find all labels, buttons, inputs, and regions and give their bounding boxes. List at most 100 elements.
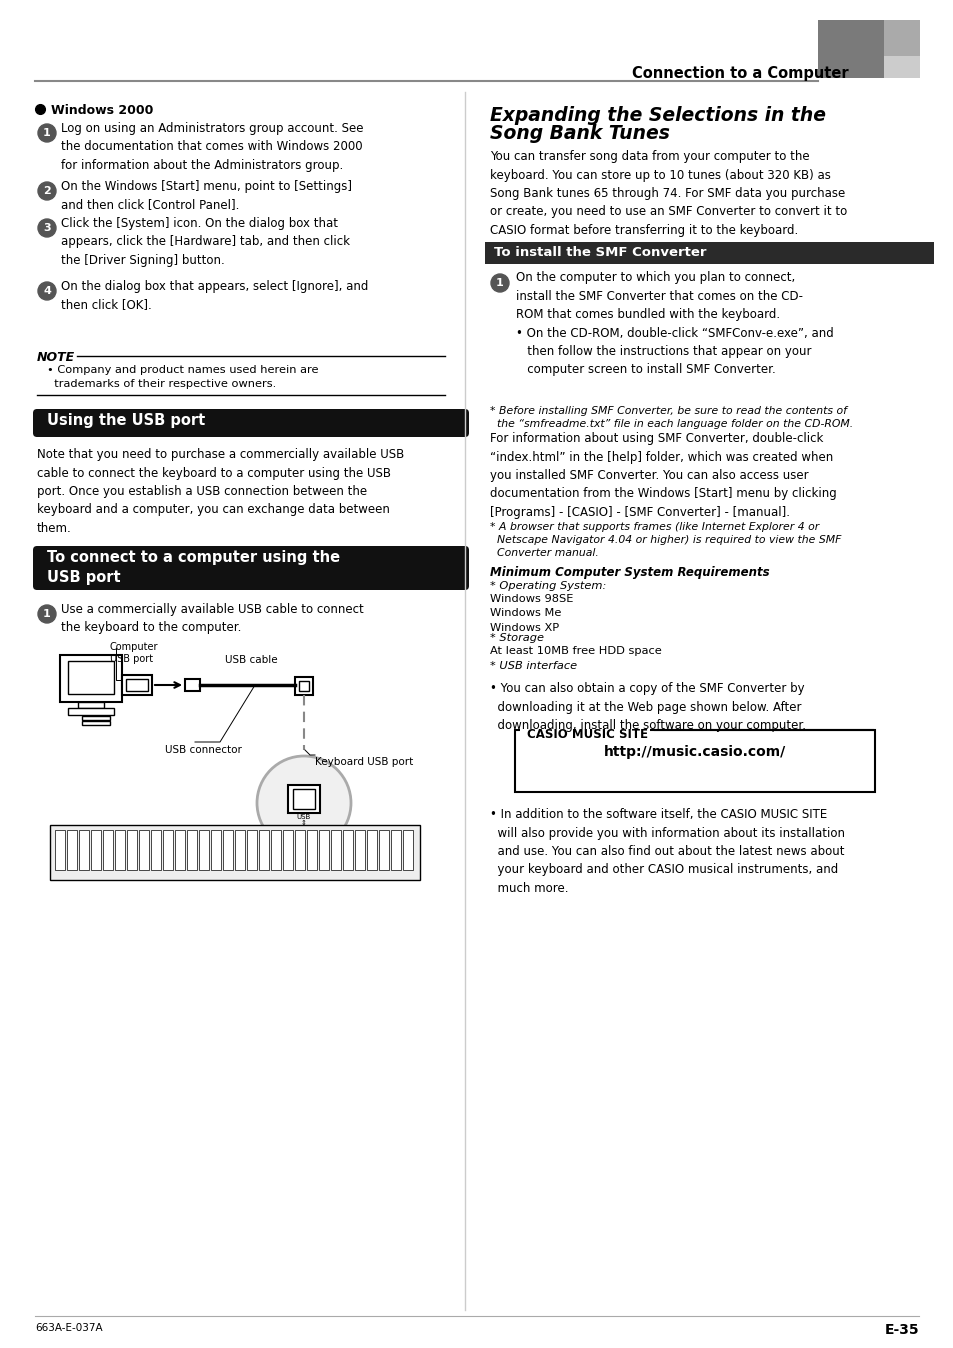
Bar [343,830,353,869]
Bar [82,716,110,720]
Text: USB cable: USB cable [225,655,277,665]
Text: For information about using SMF Converter, double-click
“index.html” in the [hel: For information about using SMF Converte… [490,431,836,519]
Text: Expanding the Selections in the: Expanding the Selections in the [490,106,825,125]
Bar [185,679,200,692]
Bar [211,830,221,869]
Text: To connect to a computer using the
USB port: To connect to a computer using the USB p… [47,550,340,585]
Text: * Operating System:: * Operating System: [490,581,606,590]
Text: You can transfer song data from your computer to the
keyboard. You can store up : You can transfer song data from your com… [490,150,846,237]
Bar [484,243,933,264]
Text: Connection to a Computer: Connection to a Computer [631,66,848,81]
Text: * Storage: * Storage [490,634,543,643]
Bar [288,785,319,813]
Text: E-35: E-35 [883,1322,918,1337]
Text: http://music.casio.com/: http://music.casio.com/ [603,745,785,759]
Bar [402,830,413,869]
FancyBboxPatch shape [33,408,469,437]
Bar [519,728,649,732]
Bar [223,830,233,869]
Bar [367,830,376,869]
Bar [817,20,883,78]
Text: USB: USB [296,814,311,820]
Text: On the computer to which you plan to connect,
install the SMF Converter that com: On the computer to which you plan to con… [516,271,833,376]
Bar [515,731,874,793]
Bar [50,825,419,880]
Bar [298,681,309,692]
Bar [67,830,77,869]
Text: Use a commercially available USB cable to connect
the keyboard to the computer.: Use a commercially available USB cable t… [61,603,363,635]
Bar [293,789,314,809]
Circle shape [38,605,56,623]
Circle shape [256,756,351,851]
Bar [318,830,329,869]
Text: 4: 4 [43,286,51,297]
Text: 663A-E-037A: 663A-E-037A [35,1322,103,1333]
Bar [68,661,113,694]
Bar [294,677,313,696]
Text: Note that you need to purchase a commercially available USB
cable to connect the: Note that you need to purchase a commerc… [37,448,404,535]
Circle shape [38,182,56,200]
Bar [126,679,148,692]
Text: • Company and product names used herein are
  trademarks of their respective own: • Company and product names used herein … [47,365,318,390]
Text: Computer
USB port: Computer USB port [110,642,158,665]
Circle shape [491,274,509,293]
Bar [378,830,389,869]
Bar [55,830,65,869]
Bar [199,830,209,869]
Bar [103,830,112,869]
Text: To install the SMF Converter: To install the SMF Converter [494,245,706,259]
Bar [355,830,365,869]
Bar [79,830,89,869]
Text: • You can also obtain a copy of the SMF Converter by
  downloading it at the Web: • You can also obtain a copy of the SMF … [490,682,805,732]
Bar [283,830,293,869]
Text: Using the USB port: Using the USB port [47,412,205,429]
Bar [82,721,110,725]
Bar [91,830,101,869]
Bar [883,57,919,78]
Bar [247,830,256,869]
Text: • In addition to the software itself, the CASIO MUSIC SITE
  will also provide y: • In addition to the software itself, th… [490,807,844,895]
Text: USB connector: USB connector [165,745,242,755]
Text: At least 10MB free HDD space: At least 10MB free HDD space [490,646,661,656]
Text: On the dialog box that appears, select [Ignore], and
then click [OK].: On the dialog box that appears, select [… [61,280,368,311]
Bar [127,830,137,869]
Text: 3: 3 [43,222,51,233]
Text: Windows 98SE
Windows Me
Windows XP: Windows 98SE Windows Me Windows XP [490,594,573,632]
Bar [391,830,400,869]
Bar [151,830,161,869]
Text: * A browser that supports frames (like Internet Explorer 4 or
  Netscape Navigat: * A browser that supports frames (like I… [490,522,841,558]
Text: * Before installing SMF Converter, be sure to read the contents of
  the “smfrea: * Before installing SMF Converter, be su… [490,406,852,429]
Text: 1: 1 [496,278,503,288]
Bar [163,830,172,869]
Text: ⇕: ⇕ [301,820,307,826]
FancyBboxPatch shape [33,546,469,590]
Text: Log on using an Administrators group account. See
the documentation that comes w: Log on using an Administrators group acc… [61,123,363,173]
Bar [234,830,245,869]
Circle shape [38,218,56,237]
Text: * USB interface: * USB interface [490,661,577,671]
Bar [307,830,316,869]
Bar [60,655,122,702]
Bar [294,830,305,869]
Bar [78,702,104,708]
Text: 1: 1 [43,128,51,137]
Bar [139,830,149,869]
Bar [174,830,185,869]
Circle shape [38,124,56,142]
Bar [122,675,152,696]
Bar [271,830,281,869]
Text: Keyboard USB port: Keyboard USB port [314,758,413,767]
Bar [187,830,196,869]
Bar [331,830,340,869]
Text: Minimum Computer System Requirements: Minimum Computer System Requirements [490,566,769,580]
Text: NOTE: NOTE [37,350,75,364]
Text: On the Windows [Start] menu, point to [Settings]
and then click [Control Panel].: On the Windows [Start] menu, point to [S… [61,181,352,212]
Text: 1: 1 [43,609,51,619]
Text: Song Bank Tunes: Song Bank Tunes [490,124,669,143]
Bar [115,830,125,869]
Circle shape [38,282,56,301]
Bar [68,708,113,714]
Text: 2: 2 [43,186,51,195]
Text: Click the [System] icon. On the dialog box that
appears, click the [Hardware] ta: Click the [System] icon. On the dialog b… [61,217,350,267]
Text: Windows 2000: Windows 2000 [51,104,153,117]
